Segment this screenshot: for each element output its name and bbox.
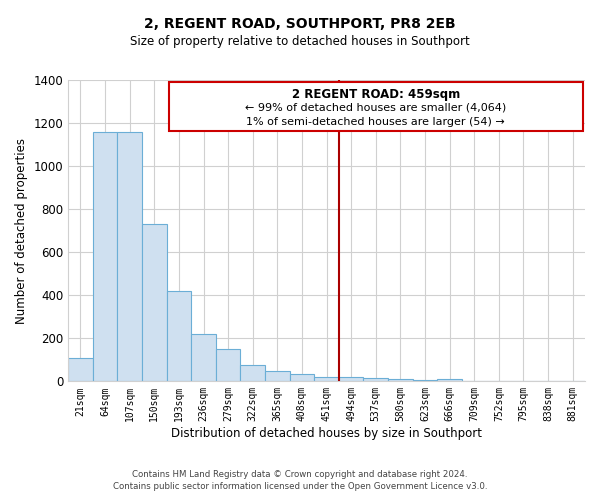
- Bar: [290, 374, 314, 382]
- Text: 1% of semi-detached houses are larger (54) →: 1% of semi-detached houses are larger (5…: [247, 116, 505, 126]
- X-axis label: Distribution of detached houses by size in Southport: Distribution of detached houses by size …: [171, 427, 482, 440]
- Bar: [241, 365, 265, 382]
- Text: Contains HM Land Registry data © Crown copyright and database right 2024.
Contai: Contains HM Land Registry data © Crown c…: [113, 470, 487, 491]
- Bar: [216, 349, 241, 382]
- Bar: [413, 380, 437, 382]
- Text: Size of property relative to detached houses in Southport: Size of property relative to detached ho…: [130, 35, 470, 48]
- Bar: [265, 370, 290, 382]
- Text: 2 REGENT ROAD: 459sqm: 2 REGENT ROAD: 459sqm: [292, 88, 460, 101]
- Bar: [388, 379, 413, 382]
- Bar: [314, 377, 339, 382]
- Bar: [68, 358, 93, 382]
- Text: ← 99% of detached houses are smaller (4,064): ← 99% of detached houses are smaller (4,…: [245, 102, 506, 113]
- Bar: [93, 132, 118, 382]
- Y-axis label: Number of detached properties: Number of detached properties: [15, 138, 28, 324]
- Bar: [437, 379, 462, 382]
- Bar: [167, 291, 191, 382]
- FancyBboxPatch shape: [169, 82, 583, 130]
- Bar: [191, 334, 216, 382]
- Bar: [142, 224, 167, 382]
- Bar: [364, 378, 388, 382]
- Text: 2, REGENT ROAD, SOUTHPORT, PR8 2EB: 2, REGENT ROAD, SOUTHPORT, PR8 2EB: [144, 18, 456, 32]
- Bar: [462, 380, 487, 382]
- Bar: [339, 378, 364, 382]
- Bar: [118, 132, 142, 382]
